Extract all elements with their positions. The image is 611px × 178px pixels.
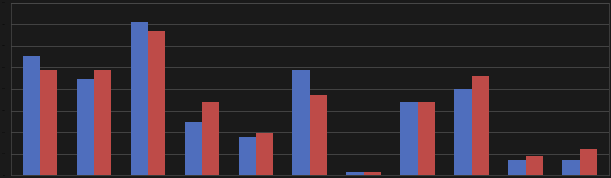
Bar [256, 133, 273, 175]
Bar [472, 75, 489, 175]
Bar [400, 103, 418, 175]
Bar [455, 89, 472, 175]
Bar [131, 22, 148, 175]
Bar [23, 56, 40, 175]
Bar [238, 137, 256, 175]
Bar [40, 70, 57, 175]
Bar [310, 95, 327, 175]
Bar [526, 156, 543, 175]
Bar [418, 103, 436, 175]
Bar [346, 172, 364, 175]
Bar [364, 172, 381, 175]
Bar [508, 160, 526, 175]
Bar [580, 148, 598, 175]
Bar [293, 70, 310, 175]
Bar [185, 122, 202, 175]
Bar [562, 160, 580, 175]
Bar [94, 70, 111, 175]
Bar [148, 31, 166, 175]
Bar [76, 79, 94, 175]
Bar [202, 103, 219, 175]
